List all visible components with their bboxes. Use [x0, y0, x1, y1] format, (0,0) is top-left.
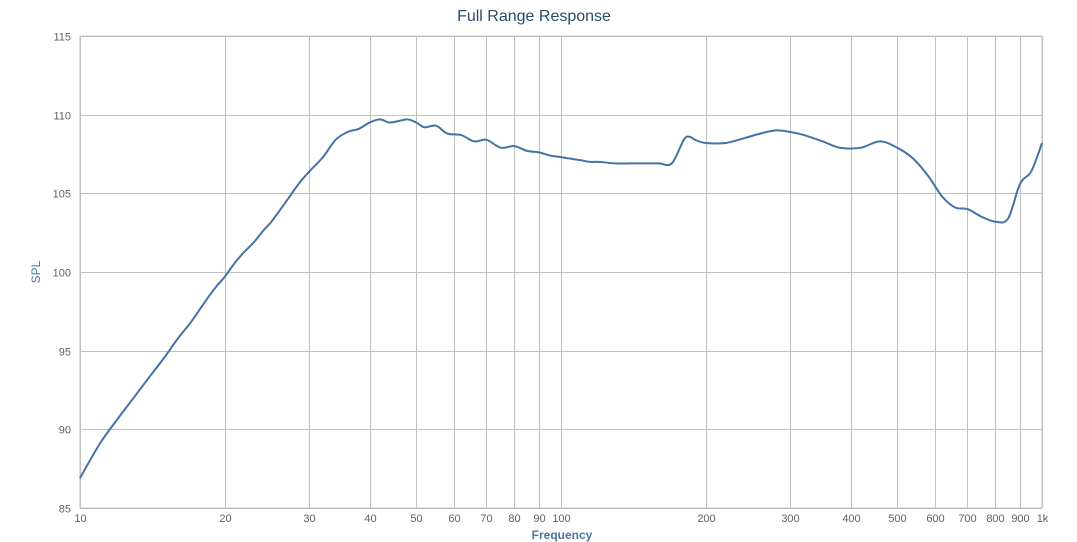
x-tick-label: 200 — [697, 513, 715, 525]
y-tick-label: 105 — [53, 189, 71, 201]
x-tick-label: 700 — [958, 513, 976, 525]
spl-series-line — [79, 118, 1043, 479]
x-tick-label: 70 — [480, 513, 492, 525]
y-tick-label: 90 — [59, 425, 71, 437]
y-tick-label: 110 — [53, 111, 71, 123]
x-tick-label: 50 — [410, 513, 422, 525]
x-tick-label: 500 — [888, 513, 906, 525]
x-tick-label: 800 — [986, 513, 1004, 525]
x-tick-label: 60 — [448, 513, 460, 525]
x-tick-label: 1k — [1037, 513, 1049, 525]
x-tick-label: 20 — [219, 513, 231, 525]
y-axis-title: SPL — [29, 260, 43, 283]
x-tick-label: 900 — [1011, 513, 1029, 525]
y-tick-label: 100 — [53, 268, 71, 280]
x-tick-label: 80 — [508, 513, 520, 525]
y-axis-ticks: 85 90 95 100 105 110 115 — [53, 32, 71, 516]
grid — [80, 36, 1043, 509]
y-tick-label: 85 — [59, 504, 71, 516]
x-tick-label: 90 — [533, 513, 545, 525]
y-tick-label: 115 — [53, 32, 71, 44]
series-layer — [79, 118, 1043, 479]
x-tick-label: 400 — [842, 513, 860, 525]
x-tick-label: 600 — [926, 513, 944, 525]
x-tick-label: 30 — [303, 513, 315, 525]
x-axis-ticks: 10 20 30 40 50 60 70 80 90 100 200 300 400 500 600 700 8… — [74, 513, 1048, 525]
x-axis-title: Frequency — [532, 528, 593, 542]
x-tick-label: 10 — [74, 513, 86, 525]
chart-title: Full Range Response — [457, 8, 611, 25]
plot-frame — [79, 35, 1043, 509]
x-tick-label: 300 — [781, 513, 799, 525]
y-tick-label: 95 — [59, 347, 71, 359]
x-tick-label: 40 — [364, 513, 376, 525]
x-tick-label: 100 — [552, 513, 570, 525]
